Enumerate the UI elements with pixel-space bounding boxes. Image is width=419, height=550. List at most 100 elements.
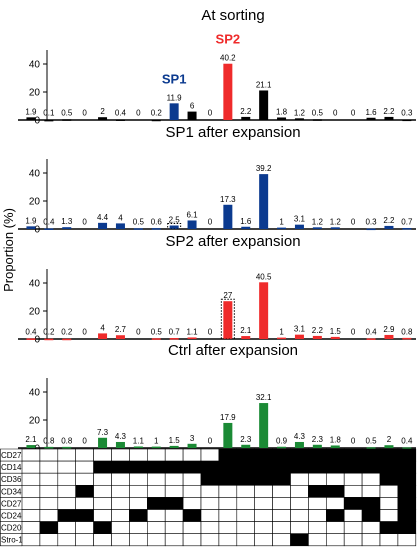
matrix-cell-negative	[129, 484, 148, 498]
matrix-cell-positive	[75, 509, 94, 522]
matrix-cell-negative	[39, 472, 59, 486]
bar	[277, 117, 287, 120]
matrix-cell-positive	[397, 448, 417, 462]
bar	[384, 334, 394, 339]
panel-0: At sorting 0 20 40 1.9 0.1 0.5 0 2 0.4 0 0.2 11.9 6 0 4…	[18, 7, 416, 127]
bar-value-label: 0.7	[401, 218, 413, 227]
matrix-cell-negative	[200, 448, 220, 462]
bar-value-label: 0.2	[43, 328, 55, 337]
bar-value-label: 21.1	[256, 80, 272, 89]
bar	[98, 333, 108, 339]
matrix-cell-negative	[164, 484, 184, 498]
matrix-cell-negative	[75, 521, 94, 534]
bar	[98, 117, 108, 120]
matrix-cell-negative	[218, 521, 238, 534]
bar-value-label: 1.5	[330, 327, 342, 336]
bar-value-label: 0.8	[401, 328, 413, 337]
marker-label: CD146	[1, 463, 26, 472]
bar	[277, 446, 287, 449]
bar	[366, 447, 376, 449]
bar	[259, 282, 269, 339]
matrix-cell-negative	[325, 497, 345, 510]
bar-value-label: 27	[223, 291, 232, 300]
y-tick-label: 20	[29, 88, 41, 99]
matrix-cell-positive	[379, 472, 399, 486]
matrix-cell-negative	[129, 448, 148, 462]
bar-value-label: 0.4	[365, 328, 377, 337]
matrix-cell-positive	[290, 533, 309, 547]
matrix-cell-negative	[361, 484, 381, 498]
bar	[151, 119, 161, 122]
bar	[384, 225, 394, 229]
y-tick-label: 0	[34, 116, 40, 127]
bar	[277, 337, 287, 340]
matrix-cell-negative	[361, 533, 381, 547]
bar-value-label: 0.4	[401, 437, 413, 446]
bar	[241, 444, 251, 448]
marker-label: CD200	[1, 524, 26, 533]
bar-value-label: 0	[82, 218, 87, 227]
matrix-cell-negative	[218, 533, 238, 547]
bar	[312, 227, 322, 229]
matrix-cell-negative	[93, 533, 112, 547]
matrix-cell-negative	[21, 521, 41, 534]
bar-value-label: 1.6	[365, 108, 377, 117]
matrix-cell-positive	[147, 497, 166, 510]
bar-value-label: 2.3	[312, 435, 324, 444]
matrix-cell-positive	[182, 460, 202, 474]
matrix-cell-negative	[182, 448, 202, 462]
bar-value-label: 0.1	[43, 109, 55, 118]
bar	[26, 226, 36, 229]
panel-title: SP2 after expansion	[165, 233, 300, 250]
annotation-sp2: SP2	[216, 32, 241, 47]
bar-value-label: 0.3	[401, 109, 413, 118]
matrix-cell-negative	[236, 484, 256, 498]
bar	[44, 119, 54, 122]
matrix-cell-negative	[75, 533, 94, 547]
matrix-cell-positive	[236, 472, 256, 486]
matrix-cell-positive	[93, 521, 112, 534]
bar-value-label: 4	[118, 213, 123, 222]
matrix-cell-positive	[147, 460, 166, 474]
matrix-cell-negative	[129, 521, 148, 534]
matrix-cell-positive	[129, 509, 148, 522]
matrix-cell-negative	[21, 460, 41, 474]
bar	[151, 446, 161, 449]
matrix-cell-negative	[325, 533, 345, 547]
bar-value-label: 3.1	[294, 325, 306, 334]
y-axis-label: Proportion (%)	[1, 208, 16, 292]
bar	[259, 403, 269, 448]
bar-value-label: 2.3	[240, 435, 252, 444]
matrix-cell-negative	[236, 533, 256, 547]
matrix-cell-positive	[57, 509, 76, 522]
matrix-cell-negative	[200, 509, 220, 522]
matrix-cell-negative	[397, 533, 417, 547]
matrix-cell-negative	[93, 472, 112, 486]
bar-value-label: 7.3	[97, 428, 109, 437]
bar-value-label: 2.2	[312, 326, 324, 335]
matrix-cell-negative	[129, 533, 148, 547]
matrix-cell-negative	[361, 521, 381, 534]
matrix-cell-negative	[21, 484, 41, 498]
panel-title: Ctrl after expansion	[168, 342, 298, 359]
matrix-cell-positive	[343, 448, 363, 462]
bar-value-label: 0	[351, 218, 356, 227]
matrix-cell-negative	[39, 448, 59, 462]
bar	[223, 301, 233, 339]
bar-value-label: 0	[208, 218, 213, 227]
matrix-cell-positive	[164, 497, 184, 510]
matrix-cell-negative	[93, 484, 112, 498]
matrix-cell-positive	[397, 460, 417, 474]
bar-value-label: 0.2	[151, 109, 163, 118]
bar	[402, 228, 412, 230]
matrix-cell-negative	[236, 509, 256, 522]
matrix-cell-negative	[164, 533, 184, 547]
bar-value-label: 2	[387, 435, 392, 444]
bar	[187, 220, 197, 229]
bar-value-label: 17.3	[220, 195, 236, 204]
matrix-cell-negative	[325, 521, 345, 534]
matrix-cell-negative	[75, 472, 94, 486]
bar-value-label: 1	[279, 218, 284, 227]
bar-value-label: 2.2	[383, 107, 395, 116]
matrix-cell-positive	[254, 460, 273, 474]
